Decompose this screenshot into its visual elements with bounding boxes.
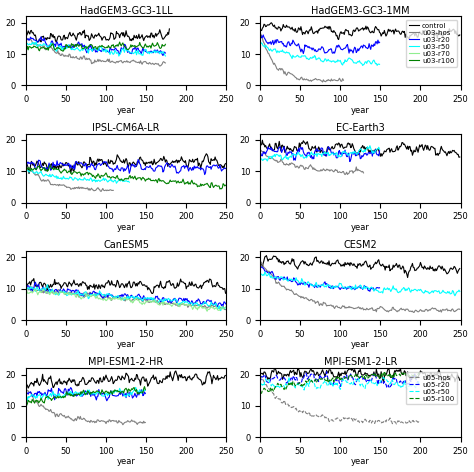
X-axis label: year: year (117, 340, 136, 349)
X-axis label: year: year (117, 106, 136, 115)
Legend: control, u03-hos, u03-r20, u03-r50, u03-r70, u03-r100: control, u03-hos, u03-r20, u03-r50, u03-… (406, 20, 457, 67)
Title: CanESM5: CanESM5 (103, 240, 149, 250)
Title: CESM2: CESM2 (343, 240, 377, 250)
Title: HadGEM3-GC3-1LL: HadGEM3-GC3-1LL (80, 6, 173, 16)
Title: MPI-ESM1-2-HR: MPI-ESM1-2-HR (89, 357, 164, 368)
X-axis label: year: year (351, 340, 370, 349)
X-axis label: year: year (117, 457, 136, 466)
Title: MPI-ESM1-2-LR: MPI-ESM1-2-LR (324, 357, 397, 368)
Title: EC-Earth3: EC-Earth3 (336, 123, 385, 133)
X-axis label: year: year (117, 223, 136, 232)
X-axis label: year: year (351, 106, 370, 115)
X-axis label: year: year (351, 223, 370, 232)
Title: HadGEM3-GC3-1MM: HadGEM3-GC3-1MM (311, 6, 410, 16)
Title: IPSL-CM6A-LR: IPSL-CM6A-LR (92, 123, 160, 133)
Legend: u05-hos, u05-r20, u05-r50, u05-r100: u05-hos, u05-r20, u05-r50, u05-r100 (406, 372, 457, 405)
X-axis label: year: year (351, 457, 370, 466)
